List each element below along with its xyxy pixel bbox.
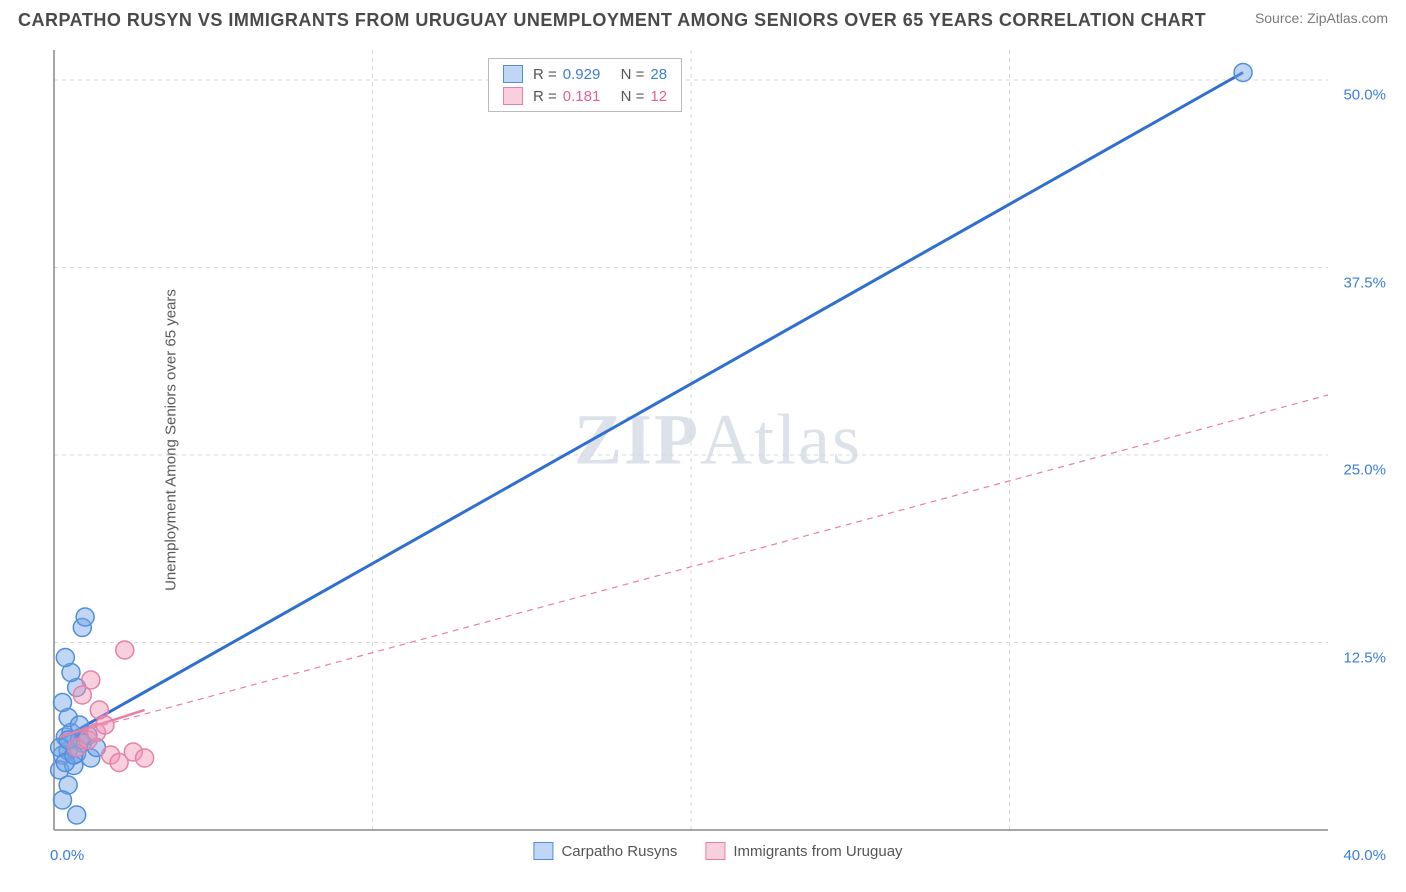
r-label: R = <box>533 88 557 105</box>
legend-swatch-blue-bottom <box>533 842 553 860</box>
chart-title: CARPATHO RUSYN VS IMMIGRANTS FROM URUGUA… <box>18 10 1206 31</box>
legend-item-blue: Carpatho Rusyns <box>533 842 677 860</box>
chart-source: Source: ZipAtlas.com <box>1255 10 1388 26</box>
r-value-blue: 0.929 <box>563 66 601 83</box>
n-label: N = <box>621 66 645 83</box>
y-tick-label: 12.5% <box>1343 649 1386 666</box>
legend-row-blue: R = 0.929 N = 28 <box>489 63 681 85</box>
n-value-blue: 28 <box>650 66 667 83</box>
legend-swatch-blue <box>503 65 523 83</box>
series-legend: Carpatho Rusyns Immigrants from Uruguay <box>533 842 902 860</box>
y-tick-label: 37.5% <box>1343 274 1386 291</box>
n-value-pink: 12 <box>650 88 667 105</box>
chart-header: CARPATHO RUSYN VS IMMIGRANTS FROM URUGUA… <box>0 0 1406 31</box>
y-tick-label: 50.0% <box>1343 87 1386 104</box>
x-tick-label: 40.0% <box>1343 847 1386 864</box>
chart-area: Unemployment Among Seniors over 65 years… <box>48 40 1388 840</box>
legend-label-blue: Carpatho Rusyns <box>561 843 677 860</box>
r-value-pink: 0.181 <box>563 88 601 105</box>
y-tick-label: 25.0% <box>1343 462 1386 479</box>
legend-swatch-pink <box>503 87 523 105</box>
legend-row-pink: R = 0.181 N = 12 <box>489 85 681 107</box>
legend-swatch-pink-bottom <box>705 842 725 860</box>
legend-item-pink: Immigrants from Uruguay <box>705 842 902 860</box>
n-label: N = <box>621 88 645 105</box>
scatter-plot <box>48 40 1388 840</box>
legend-label-pink: Immigrants from Uruguay <box>733 843 902 860</box>
correlation-legend: R = 0.929 N = 28 R = 0.181 N = 12 <box>488 58 682 112</box>
r-label: R = <box>533 66 557 83</box>
x-tick-label: 0.0% <box>50 847 84 864</box>
